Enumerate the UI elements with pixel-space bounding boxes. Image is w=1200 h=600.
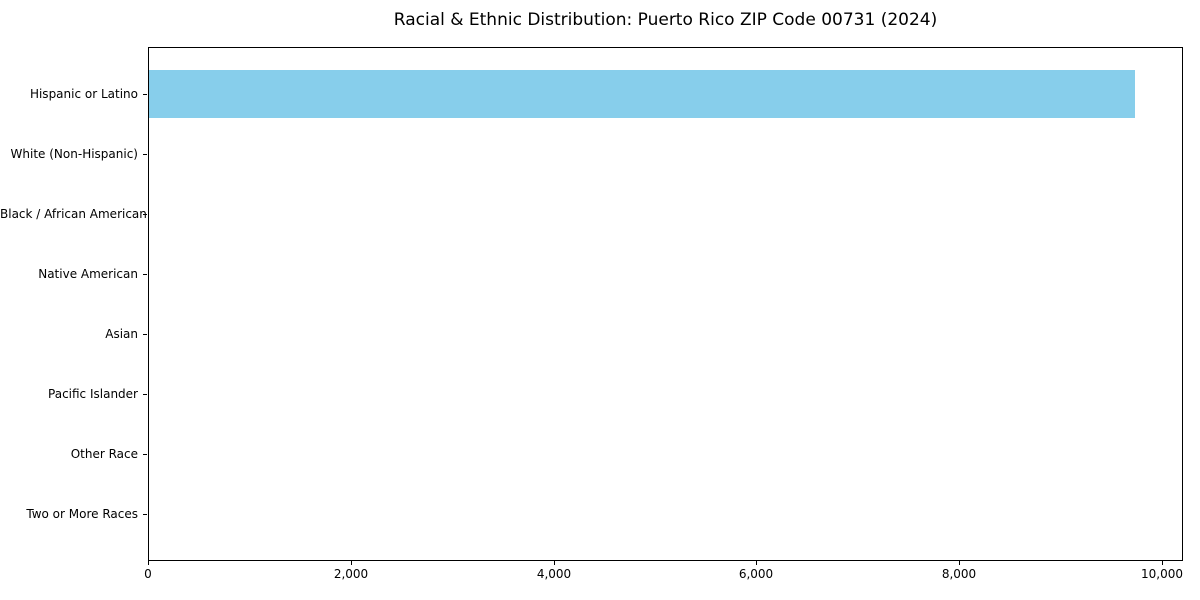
y-tick-mark [143,334,147,335]
x-tick-mark [554,561,555,565]
y-tick-mark [143,394,147,395]
plot-area [148,47,1183,561]
y-tick-label: Pacific Islander [48,387,138,401]
bar-hispanic-or-latino [149,70,1135,118]
chart-title: Racial & Ethnic Distribution: Puerto Ric… [393,10,938,30]
x-tick-label: 0 [144,567,152,581]
y-tick-mark [143,154,147,155]
x-tick-label: 6,000 [738,567,774,581]
y-tick-mark [143,274,147,275]
y-tick-label: Asian [105,327,138,341]
x-tick-mark [756,561,757,565]
y-tick-label: Other Race [70,447,138,461]
y-tick-label: Native American [38,267,138,281]
x-tick-label: 10,000 [1141,567,1183,581]
y-tick-label: Hispanic or Latino [29,87,138,101]
x-tick-mark [351,561,352,565]
x-tick-mark [959,561,960,565]
y-tick-label: Black / African American [0,207,147,221]
y-tick-label: Two or More Races [26,507,138,521]
y-tick-mark [143,214,147,215]
y-tick-mark [143,514,147,515]
y-tick-mark [143,94,147,95]
x-tick-label: 8,000 [941,567,977,581]
y-tick-label: White (Non-Hispanic) [10,147,138,161]
x-tick-mark [1162,561,1163,565]
x-tick-mark [148,561,149,565]
x-tick-label: 2,000 [333,567,369,581]
x-tick-label: 4,000 [536,567,572,581]
y-tick-mark [143,454,147,455]
